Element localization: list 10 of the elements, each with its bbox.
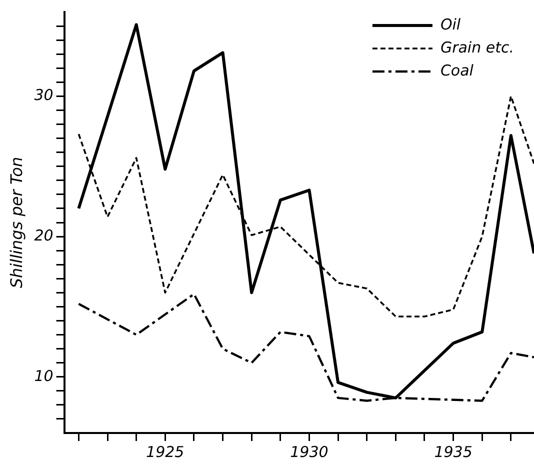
legend-label: Coal xyxy=(440,61,474,80)
x-tick-label: 1930 xyxy=(290,442,328,461)
y-tick-label: 10 xyxy=(34,366,54,385)
y-axis-title: Shillings per Ton xyxy=(6,156,26,288)
y-tick-label: 20 xyxy=(34,226,54,244)
x-tick-label: 1925 xyxy=(146,442,184,461)
x-tick-label: 1935 xyxy=(434,442,472,461)
legend-label: Grain etc. xyxy=(440,38,514,56)
legend-label: Oil xyxy=(440,15,462,34)
y-tick-label: 30 xyxy=(34,86,54,104)
